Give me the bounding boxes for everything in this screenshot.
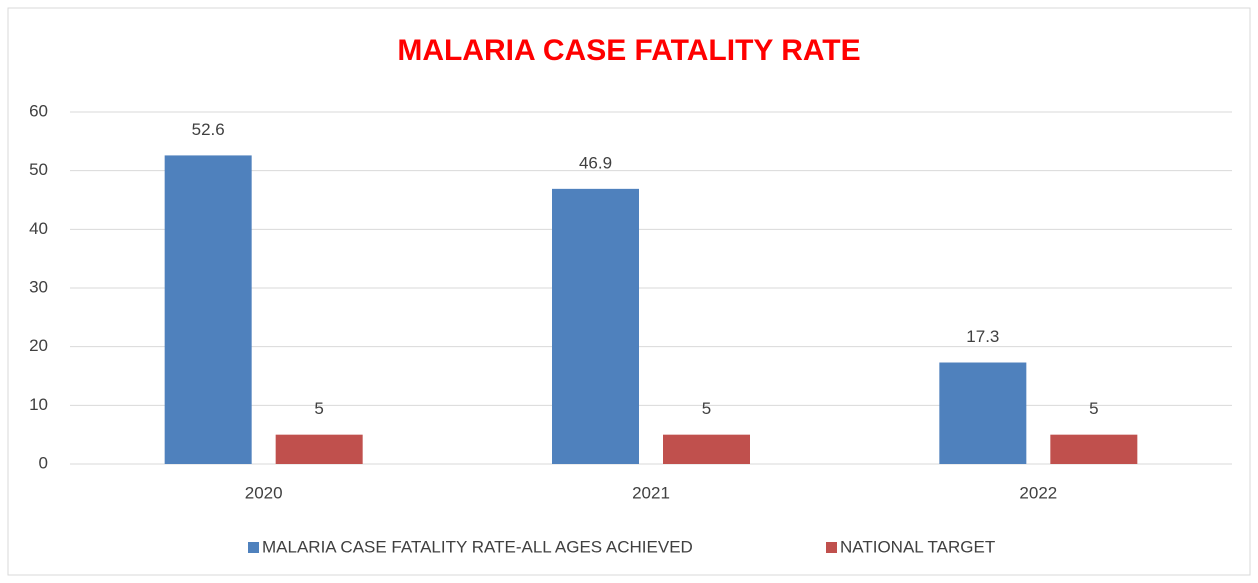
data-label: 5 bbox=[702, 399, 711, 418]
data-label: 17.3 bbox=[966, 327, 999, 346]
bar bbox=[663, 434, 750, 464]
x-tick-label: 2022 bbox=[1019, 483, 1057, 502]
bar bbox=[1050, 434, 1138, 464]
bar bbox=[275, 434, 363, 464]
x-tick-label: 2021 bbox=[632, 483, 670, 502]
y-tick-label: 40 bbox=[29, 219, 48, 238]
data-label: 52.6 bbox=[192, 120, 225, 139]
y-tick-label: 50 bbox=[29, 160, 48, 179]
chart-title: MALARIA CASE FATALITY RATE bbox=[397, 34, 860, 67]
y-tick-label: 30 bbox=[29, 277, 48, 296]
legend-swatch bbox=[826, 542, 837, 553]
x-tick-label: 2020 bbox=[245, 483, 283, 502]
y-tick-label: 10 bbox=[29, 395, 48, 414]
legend-swatch bbox=[248, 542, 259, 553]
data-label: 5 bbox=[1089, 399, 1098, 418]
legend-label: MALARIA CASE FATALITY RATE-ALL AGES ACHI… bbox=[262, 537, 693, 556]
y-tick-label: 0 bbox=[39, 453, 48, 472]
bar bbox=[164, 155, 252, 464]
data-label: 46.9 bbox=[579, 153, 612, 172]
y-tick-label: 20 bbox=[29, 336, 48, 355]
bar bbox=[939, 362, 1027, 464]
legend-label: NATIONAL TARGET bbox=[840, 537, 995, 556]
bar bbox=[552, 188, 639, 464]
data-label: 5 bbox=[314, 399, 323, 418]
y-tick-label: 60 bbox=[29, 101, 48, 120]
